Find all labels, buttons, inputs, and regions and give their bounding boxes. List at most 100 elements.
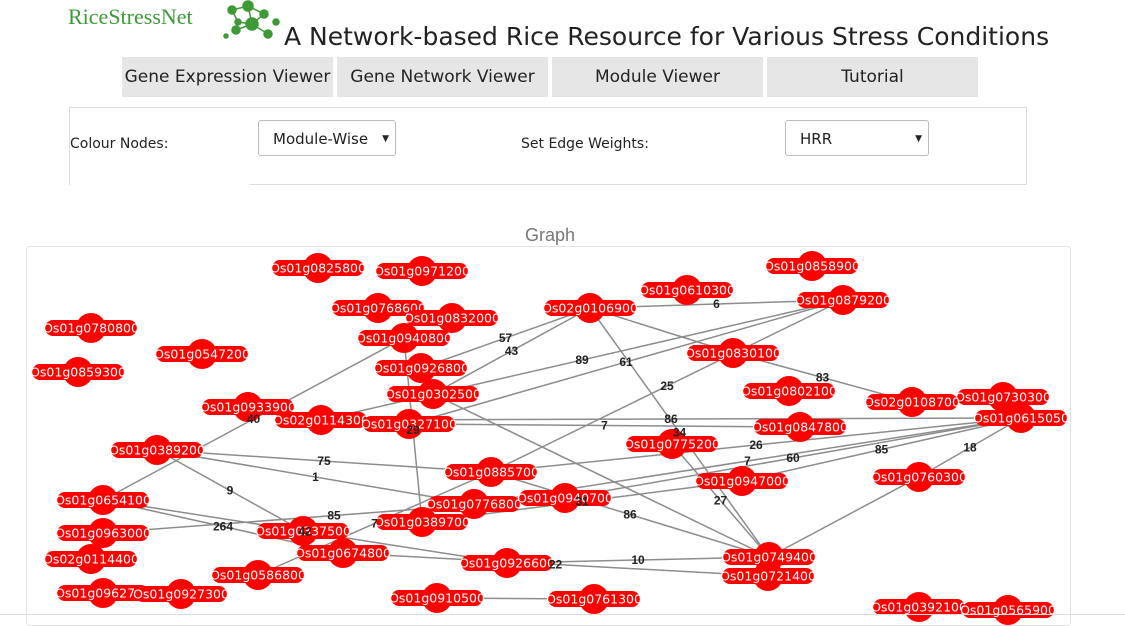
edge-weight-label: 42 — [298, 525, 312, 539]
edge-weights-select[interactable]: HRR ▼ — [785, 120, 929, 156]
graph-node[interactable]: Os01g0302500 — [385, 379, 481, 409]
nav-module-viewer[interactable]: Module Viewer — [552, 57, 763, 97]
graph-node[interactable]: Os01g0565900 — [960, 595, 1056, 625]
graph-node[interactable]: Os01g0940700 — [517, 483, 613, 513]
graph-edge[interactable] — [918, 417, 1022, 478]
node-label-background — [641, 282, 733, 298]
graph-node[interactable]: Os01g0776800 — [426, 489, 522, 519]
graph-edge[interactable] — [768, 476, 920, 558]
graph-node[interactable]: Os01g0947000 — [694, 466, 790, 496]
node-label-background — [45, 320, 137, 336]
graph-node[interactable]: Os01g0780800 — [43, 313, 139, 343]
graph-node[interactable]: Os01g0802100 — [741, 376, 837, 406]
graph-node[interactable]: Os01g0962700 — [55, 578, 151, 608]
graph-node[interactable]: Os01g0654100 — [55, 485, 151, 515]
node-label-background — [275, 412, 367, 428]
graph-panel[interactable]: Os01g0825800 Os01g0971200 Os01g0858900 Os01… — [26, 246, 1071, 626]
node-label: Os01g0565900 — [960, 603, 1056, 618]
graph-node[interactable]: Os02g0114400 — [43, 544, 139, 574]
graph-node[interactable]: Os02g0106900 — [542, 293, 638, 323]
graph-node[interactable]: Os01g0610300 — [639, 275, 735, 305]
edge-weight-label: 86 — [664, 412, 678, 426]
node-label-background — [797, 292, 889, 308]
graph-edge[interactable] — [564, 417, 1022, 499]
graph-node[interactable]: Os02g0108700 — [864, 387, 960, 417]
graph-edge[interactable] — [342, 552, 769, 577]
graph-edge[interactable] — [408, 299, 844, 425]
nav-tutorial[interactable]: Tutorial — [767, 57, 978, 97]
edge-weight-label: 6 — [713, 297, 720, 311]
graph-node[interactable]: Os01g0327100 — [361, 409, 457, 439]
graph-node[interactable]: Os01g0910500 — [389, 583, 485, 613]
graph-node[interactable]: Os01g0847800 — [752, 412, 848, 442]
footer-divider — [0, 614, 1125, 615]
graph-node[interactable]: Os01g0389700 — [374, 507, 470, 537]
graph-node[interactable]: Os01g0933900 — [200, 392, 296, 422]
graph-node[interactable]: Os01g0926600 — [459, 548, 555, 578]
edge-weight-label: 29 — [406, 423, 420, 437]
graph-node[interactable]: Os01g0879200 — [795, 285, 891, 315]
graph-node[interactable]: Os01g0963000 — [55, 518, 151, 548]
graph-node[interactable]: Os01g0858900 — [764, 251, 860, 281]
nav-gene-network-viewer[interactable]: Gene Network Viewer — [337, 57, 548, 97]
graph-edge[interactable] — [490, 299, 844, 473]
edge-weight-label: 264 — [213, 520, 233, 534]
graph-node[interactable]: Os01g0392100 — [871, 592, 967, 622]
graph-edge[interactable] — [420, 307, 591, 369]
node-label: Os01g0825800 — [270, 261, 366, 276]
graph-node[interactable]: Os01g0337500 — [255, 516, 351, 546]
colour-nodes-select[interactable]: Module-Wise ▼ — [258, 120, 396, 156]
graph-edge[interactable] — [156, 449, 304, 532]
graph-node[interactable]: Os01g0730300 — [955, 382, 1051, 412]
graph-edge[interactable] — [732, 352, 913, 403]
graph-node[interactable]: Os01g0749400 — [721, 542, 817, 572]
node-label-background — [376, 263, 468, 279]
graph-node[interactable]: Os01g0940800 — [356, 323, 452, 353]
graph-node[interactable]: Os01g0760300 — [871, 462, 967, 492]
graph-edge[interactable] — [741, 417, 1022, 482]
graph-node[interactable]: Os01g0832000 — [404, 303, 500, 333]
graph-node[interactable]: Os01g0547200 — [154, 339, 250, 369]
graph-edge[interactable] — [257, 471, 492, 576]
graph-edge[interactable] — [432, 393, 770, 558]
network-logo-icon — [223, 0, 280, 39]
graph-node[interactable]: Os02g0114300 — [273, 405, 369, 435]
logo-text: RiceStressNet — [68, 4, 193, 29]
graph-edge[interactable] — [490, 471, 770, 558]
node-label-background — [57, 492, 149, 508]
graph-edge[interactable] — [490, 417, 1022, 473]
node-label: Os01g0847800 — [752, 420, 848, 435]
nav-gene-expression-viewer[interactable]: Gene Expression Viewer — [122, 57, 333, 97]
graph-node[interactable]: Os01g0586800 — [210, 560, 306, 590]
edge-weight-label: 25 — [660, 379, 674, 393]
graph-node[interactable]: Os01g0971200 — [374, 256, 470, 286]
graph-edge[interactable] — [671, 443, 770, 558]
graph-node[interactable]: Os01g0859300 — [30, 357, 126, 387]
graph-node[interactable]: Os01g0615050 — [973, 403, 1069, 433]
edge-weight-label: 83 — [816, 371, 830, 385]
graph-node[interactable]: Os01g0761300 — [546, 584, 642, 614]
node-label-background — [445, 464, 537, 480]
node-label-background — [297, 545, 389, 561]
graph-node[interactable]: Os01g0768600 — [330, 293, 426, 323]
graph-edge[interactable] — [432, 307, 591, 395]
graph-node[interactable]: Os01g0775200 — [624, 429, 720, 459]
graph-node[interactable]: Os01g0927300 — [133, 579, 229, 609]
node-label-background — [387, 386, 479, 402]
graph-node[interactable]: Os01g0389200 — [109, 435, 205, 465]
graph-node[interactable]: Os01g0926800 — [373, 353, 469, 383]
network-graph[interactable]: Os01g0825800 Os01g0971200 Os01g0858900 Os01… — [27, 247, 1071, 626]
node-label: Os01g0674800 — [295, 546, 391, 561]
site-logo[interactable]: RiceStressNet — [68, 0, 280, 44]
graph-node[interactable]: Os01g0674800 — [295, 538, 391, 568]
graph-edge[interactable] — [156, 449, 492, 473]
graph-edge[interactable] — [156, 449, 475, 505]
graph-node[interactable]: Os01g0830100 — [685, 338, 781, 368]
graph-node[interactable]: Os01g0721400 — [720, 561, 816, 591]
node-label: Os01g0971200 — [374, 264, 470, 279]
edge-weight-label: 31 — [575, 495, 589, 509]
graph-node[interactable]: Os01g0885700 — [443, 457, 539, 487]
graph-node[interactable]: Os01g0825800 — [270, 253, 366, 283]
node-label: Os01g0610300 — [639, 283, 735, 298]
graph-edge[interactable] — [408, 423, 801, 428]
